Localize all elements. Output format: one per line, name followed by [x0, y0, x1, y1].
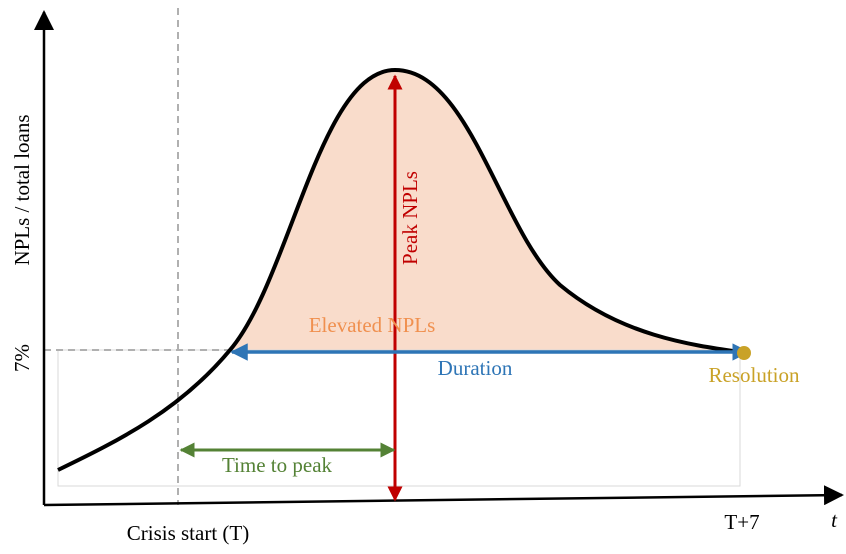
y-marker: 7% [10, 344, 34, 372]
time-to-peak-label: Time to peak [222, 453, 333, 477]
x-axis [43, 485, 844, 507]
npl-curve [57, 67, 741, 472]
resolution-label: Resolution [708, 363, 800, 387]
peak-label: Peak NPLs [398, 171, 422, 265]
x-start-label: Crisis start (T) [127, 521, 249, 545]
y-axis-label: NPLs / total loans [10, 114, 34, 265]
duration-label: Duration [438, 356, 513, 380]
reference-box [57, 349, 741, 487]
x-symbol: t [831, 508, 838, 532]
elevated-area [230, 70, 740, 352]
elevated-label: Elevated NPLs [309, 313, 436, 337]
x-end-label: T+7 [724, 510, 759, 534]
resolution-dot [737, 346, 751, 360]
